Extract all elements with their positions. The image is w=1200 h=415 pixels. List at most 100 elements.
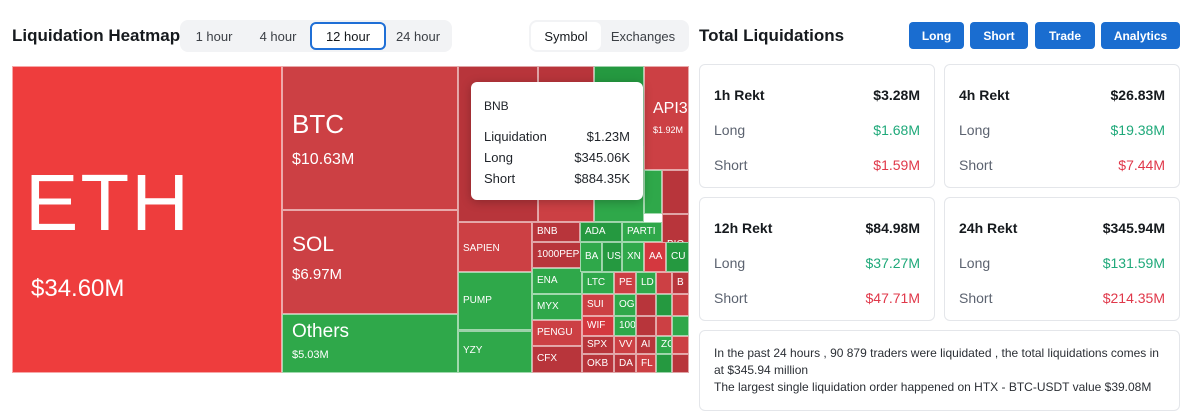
card-24h-rekt: 24h Rekt $345.94M Long $131.59M Short $2… bbox=[944, 197, 1180, 321]
tile-small[interactable] bbox=[636, 294, 656, 316]
tile-symbol: LD bbox=[641, 277, 654, 288]
tile-cu[interactable]: CU bbox=[666, 242, 689, 272]
tab-symbol[interactable]: Symbol bbox=[531, 22, 601, 50]
tile-value: $10.63M bbox=[292, 151, 355, 168]
tile-ba[interactable]: BA bbox=[580, 242, 602, 272]
tab-exchanges[interactable]: Exchanges bbox=[610, 28, 676, 44]
tile-parti-cell[interactable]: PARTI bbox=[622, 222, 662, 242]
tile-small[interactable] bbox=[672, 354, 689, 373]
tile-100[interactable]: 100 bbox=[614, 316, 636, 336]
short-value: $47.71M bbox=[865, 290, 920, 306]
tile-pengu[interactable]: PENGU bbox=[532, 320, 582, 346]
tile-symbol: BNB bbox=[537, 226, 558, 237]
tile-small[interactable] bbox=[672, 336, 689, 354]
tile-spx[interactable]: SPX bbox=[582, 336, 614, 354]
tile-vv[interactable]: VV bbox=[614, 336, 636, 354]
card-title: 12h Rekt bbox=[714, 220, 773, 236]
tile-small[interactable] bbox=[656, 294, 672, 316]
tile-symbol: PUMP bbox=[463, 295, 492, 306]
tile-symbol: DA bbox=[619, 358, 633, 369]
tile-symbol: SUI bbox=[587, 299, 604, 310]
tile-small[interactable] bbox=[644, 170, 662, 214]
tile-symbol: 100 bbox=[619, 320, 636, 331]
tile-pump[interactable]: PUMP bbox=[458, 272, 532, 330]
tile-bnb-cell[interactable]: BNB bbox=[532, 222, 580, 242]
tab-12-hour[interactable]: 12 hour bbox=[310, 22, 386, 50]
tile-myx[interactable]: MYX bbox=[532, 294, 582, 320]
tile-small[interactable] bbox=[656, 272, 672, 294]
tooltip-row-liquidation: Liquidation $1.23M bbox=[484, 129, 630, 144]
summary-line-1: In the past 24 hours , 90 879 traders we… bbox=[714, 346, 1159, 377]
tile-xn[interactable]: XN bbox=[622, 242, 644, 272]
tile-ai[interactable]: AI bbox=[636, 336, 656, 354]
tile-fl[interactable]: FL bbox=[636, 354, 656, 373]
card-title: 24h Rekt bbox=[959, 220, 1018, 236]
tile-sol[interactable]: SOL $6.97M bbox=[282, 210, 458, 314]
summary-line-2: The largest single liquidation order hap… bbox=[714, 380, 1152, 394]
card-4h-rekt: 4h Rekt $26.83M Long $19.38M Short $7.44… bbox=[944, 64, 1180, 188]
tile-others[interactable]: Others $5.03M bbox=[282, 314, 458, 373]
tile-og[interactable]: OG bbox=[614, 294, 636, 316]
tab-4-hour[interactable]: 4 hour bbox=[259, 28, 297, 44]
tile-value: $5.03M bbox=[292, 349, 329, 361]
tile-wif[interactable]: WIF bbox=[582, 316, 614, 336]
short-button[interactable]: Short bbox=[970, 22, 1028, 49]
tile-ena[interactable]: ENA bbox=[532, 268, 582, 294]
card-long-row: Long $1.68M bbox=[714, 122, 920, 138]
tile-api3[interactable]: API3 $1.92M bbox=[644, 66, 689, 170]
tile-us[interactable]: US bbox=[602, 242, 622, 272]
long-value: $37.27M bbox=[865, 255, 920, 271]
tile-symbol: PE bbox=[619, 277, 633, 288]
tab-1-hour[interactable]: 1 hour bbox=[195, 28, 233, 44]
tile-symbol: OG bbox=[619, 299, 635, 310]
tile-small[interactable] bbox=[672, 316, 689, 336]
tile-sapien[interactable]: SAPIEN bbox=[458, 222, 532, 272]
tile-cfx[interactable]: CFX bbox=[532, 346, 582, 373]
tile-da[interactable]: DA bbox=[614, 354, 636, 373]
tooltip-label: Short bbox=[484, 171, 516, 186]
tile-small[interactable] bbox=[672, 294, 689, 316]
tile-symbol: SOL bbox=[292, 233, 335, 256]
tile-ld[interactable]: LD bbox=[636, 272, 656, 294]
tile-symbol: AA bbox=[649, 251, 663, 262]
tile-ada-cell[interactable]: ADA bbox=[580, 222, 622, 242]
heatmap-title: Liquidation Heatmap bbox=[12, 26, 181, 45]
card-short-row: Short $7.44M bbox=[959, 157, 1165, 173]
tile-value: $34.60M bbox=[31, 275, 125, 302]
long-button[interactable]: Long bbox=[909, 22, 964, 49]
tile-eth[interactable]: ETH $34.60M bbox=[12, 66, 282, 373]
tab-24-hour[interactable]: 24 hour bbox=[395, 28, 441, 44]
tile-symbol: SAPIEN bbox=[463, 243, 500, 254]
analytics-button[interactable]: Analytics bbox=[1101, 22, 1180, 49]
tile-symbol: FL bbox=[641, 358, 653, 369]
tile-symbol: BTC bbox=[292, 109, 344, 139]
tile-symbol: WIF bbox=[587, 320, 606, 331]
tile-zc[interactable]: ZC bbox=[656, 336, 672, 354]
tile-small[interactable] bbox=[636, 316, 656, 336]
tile-btc[interactable]: BTC $10.63M bbox=[282, 66, 458, 210]
tile-yzy[interactable]: YZY bbox=[458, 330, 532, 373]
tile-ltc[interactable]: LTC bbox=[582, 272, 614, 294]
tile-small[interactable] bbox=[662, 170, 689, 214]
tile-small[interactable] bbox=[656, 316, 672, 336]
tile-pe[interactable]: PE bbox=[614, 272, 636, 294]
tile-symbol: ETH bbox=[25, 158, 191, 247]
short-label: Short bbox=[714, 157, 748, 173]
card-header: 24h Rekt $345.94M bbox=[959, 220, 1165, 236]
view-tabs: Symbol Exchanges bbox=[529, 20, 689, 52]
tile-symbol: Others bbox=[292, 321, 350, 342]
tile-1000pep[interactable]: 1000PEP bbox=[532, 242, 582, 268]
tooltip-row-long: Long $345.06K bbox=[484, 150, 630, 165]
tile-symbol: 1000PEP bbox=[537, 249, 580, 260]
card-total: $84.98M bbox=[865, 220, 920, 236]
tile-okb[interactable]: OKB bbox=[582, 354, 614, 373]
tile-b[interactable]: B bbox=[672, 272, 689, 294]
tile-aa[interactable]: AA bbox=[644, 242, 666, 272]
tile-small[interactable] bbox=[656, 354, 672, 373]
tile-symbol: CFX bbox=[537, 353, 557, 364]
liquidation-summary: In the past 24 hours , 90 879 traders we… bbox=[699, 330, 1180, 411]
tile-sui[interactable]: SUI bbox=[582, 294, 614, 316]
total-liquidations-title: Total Liquidations bbox=[699, 26, 845, 45]
trade-button[interactable]: Trade bbox=[1035, 22, 1095, 49]
tile-symbol: ADA bbox=[585, 226, 606, 237]
